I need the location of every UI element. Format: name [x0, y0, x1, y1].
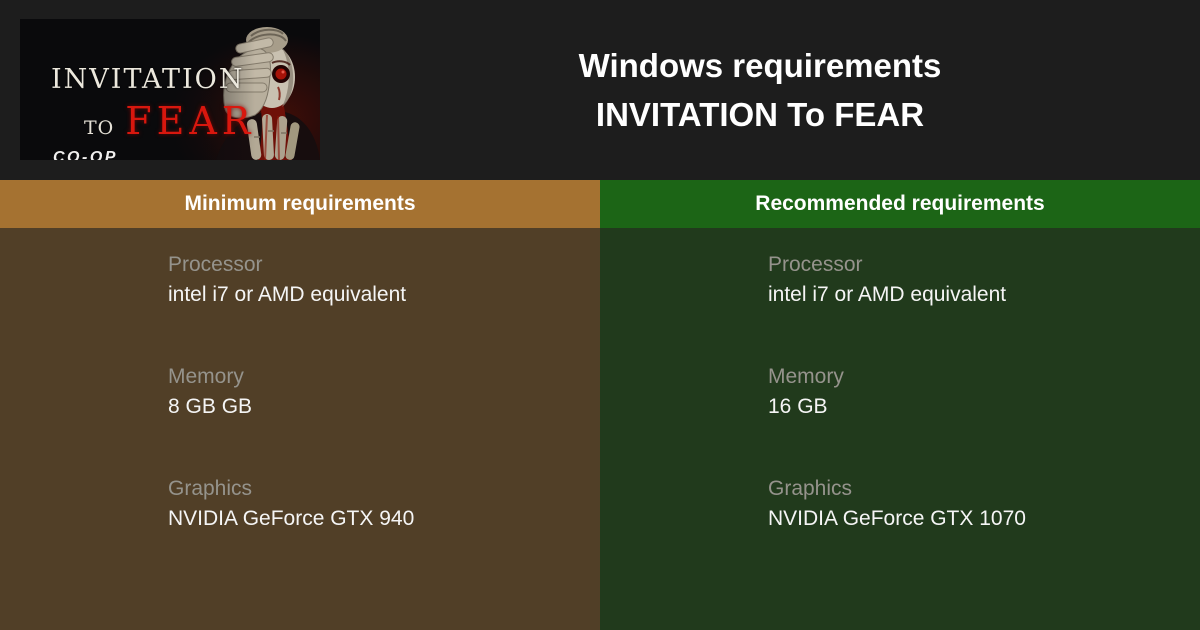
spec-value: NVIDIA GeForce GTX 1070	[768, 507, 1026, 530]
minimum-requirements-column: Minimum requirements Processor intel i7 …	[0, 180, 600, 630]
page-title-line2: INVITATION To FEAR	[595, 96, 925, 133]
spec-label: Processor	[168, 253, 263, 276]
left-vignette	[20, 19, 255, 160]
spec-label: Memory	[768, 365, 844, 388]
recommended-column-body: Processor intel i7 or AMD equivalent Mem…	[600, 228, 1200, 630]
spec-label: Graphics	[768, 477, 853, 500]
coop-badge: CO-OP	[53, 149, 118, 160]
page-title: Windows requirements INVITATION To FEAR	[320, 0, 1200, 180]
spec-value: 16 GB	[768, 395, 828, 418]
spec-value: NVIDIA GeForce GTX 940	[168, 507, 415, 530]
banner-title-fear: FEAR	[125, 99, 256, 143]
spec-row-memory: Memory 16 GB	[768, 362, 1180, 422]
minimum-column-header: Minimum requirements	[0, 180, 600, 228]
spec-value: intel i7 or AMD equivalent	[768, 283, 1007, 306]
recommended-column-header: Recommended requirements	[600, 180, 1200, 228]
banner-game-title-line1: INVITATION	[51, 64, 245, 95]
spec-value: intel i7 or AMD equivalent	[168, 283, 407, 306]
game-banner: INVITATION TO FEAR CO-OP	[20, 19, 320, 160]
spec-value: 8 GB GB	[168, 395, 253, 418]
recommended-requirements-column: Recommended requirements Processor intel…	[600, 180, 1200, 630]
spec-label: Processor	[768, 253, 863, 276]
spec-row-processor: Processor intel i7 or AMD equivalent	[168, 250, 580, 310]
spec-label: Graphics	[168, 477, 253, 500]
minimum-column-body: Processor intel i7 or AMD equivalent Mem…	[0, 228, 600, 630]
spec-row-graphics: Graphics NVIDIA GeForce GTX 1070	[768, 474, 1180, 534]
spec-label: Memory	[168, 365, 244, 388]
banner-game-title-line2: TO FEAR	[84, 99, 255, 143]
spec-row-memory: Memory 8 GB GB	[168, 362, 580, 422]
requirements-columns: Minimum requirements Processor intel i7 …	[0, 180, 1200, 630]
spec-row-processor: Processor intel i7 or AMD equivalent	[768, 250, 1180, 310]
top-header: INVITATION TO FEAR CO-OP Windows require…	[0, 0, 1200, 180]
spec-row-graphics: Graphics NVIDIA GeForce GTX 940	[168, 474, 580, 534]
banner-title-to: TO	[84, 117, 115, 139]
banner-artwork	[20, 19, 320, 160]
page-title-line1: Windows requirements	[578, 47, 942, 84]
